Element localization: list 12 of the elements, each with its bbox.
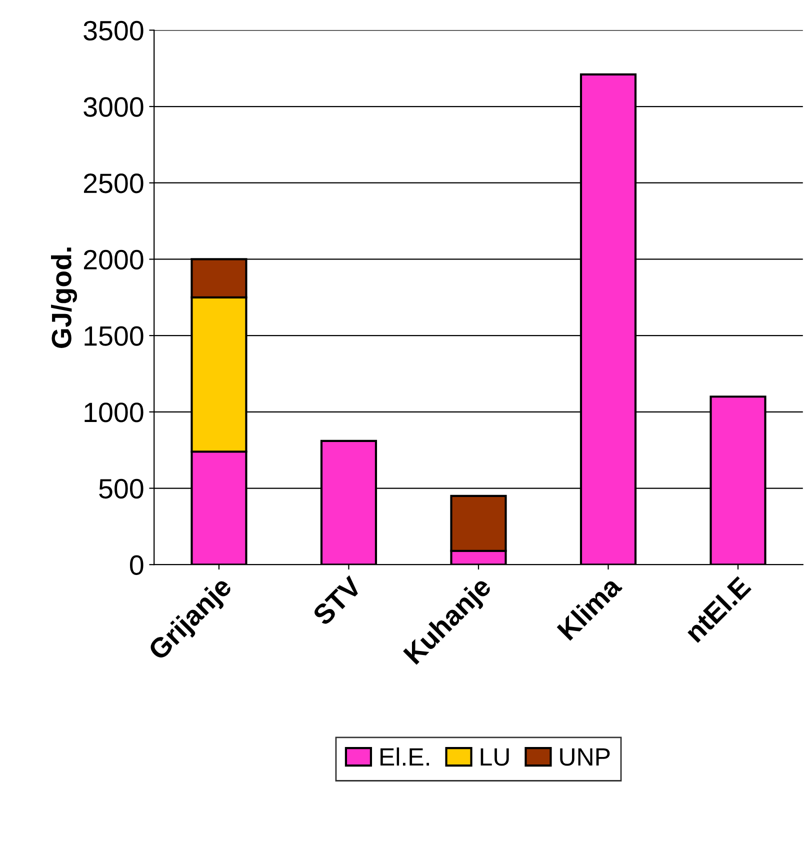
y-tick-label: 0 xyxy=(130,555,144,575)
y-tick-label: 3500 xyxy=(84,20,144,41)
y-axis-title: GJ/god. xyxy=(51,248,78,348)
y-tick-label: 2000 xyxy=(84,250,144,270)
y-tick-label: 2500 xyxy=(84,174,144,194)
y-tick-label: 1000 xyxy=(84,402,144,422)
legend-label: LU xyxy=(480,748,509,766)
y-tick-label: 3000 xyxy=(84,97,144,117)
y-tick-label: 500 xyxy=(99,478,144,499)
legend-label: UNP xyxy=(560,748,610,766)
legend-label: El.E. xyxy=(380,747,429,766)
y-tick-label: 1500 xyxy=(84,326,144,346)
